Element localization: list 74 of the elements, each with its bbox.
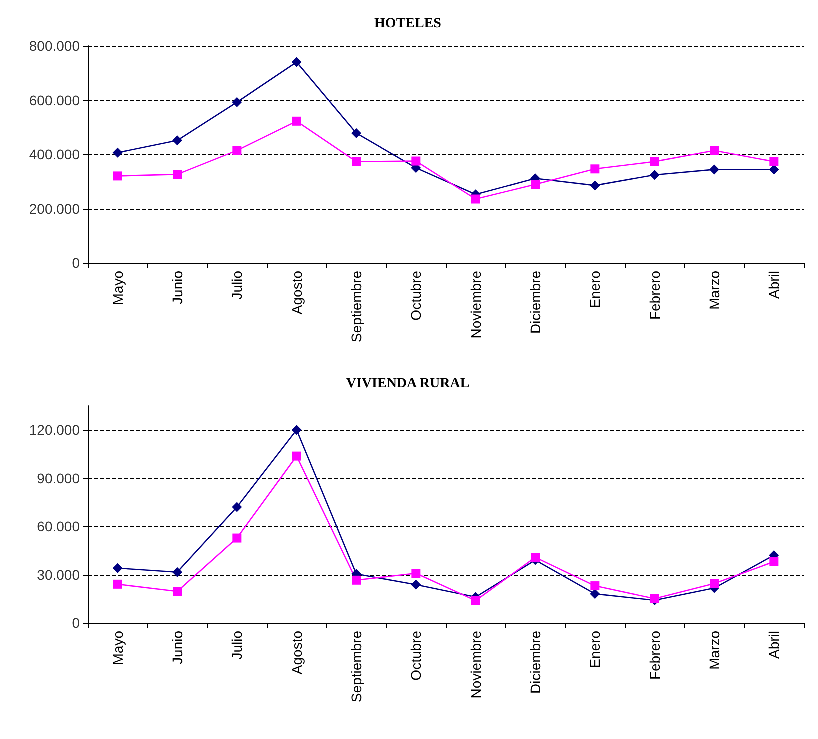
x-tick-label: Mayo	[110, 630, 126, 666]
x-tick-label: Noviembre	[468, 270, 484, 339]
point	[650, 157, 660, 166]
point	[173, 170, 182, 180]
point	[531, 553, 540, 562]
point	[531, 180, 540, 190]
point	[650, 170, 660, 180]
x-tick-label: Marzo	[706, 270, 722, 310]
point	[113, 172, 122, 181]
point	[232, 97, 242, 108]
point	[112, 148, 123, 158]
x-tick-label: Octubre	[408, 630, 424, 681]
point	[172, 567, 182, 578]
y-tick-label: 60.000	[37, 518, 80, 535]
point	[412, 568, 421, 578]
point	[590, 582, 600, 591]
point	[352, 576, 361, 585]
point	[352, 157, 361, 166]
y-tick-label: 800.000	[29, 38, 80, 54]
point	[769, 164, 780, 175]
x-tick-label: Noviembre	[468, 630, 484, 699]
y-tick-label: 400.000	[29, 146, 80, 162]
point	[173, 587, 182, 596]
point	[292, 116, 302, 126]
x-tick-label: Enero	[587, 270, 604, 308]
point	[710, 146, 719, 156]
point	[411, 580, 422, 590]
point	[172, 136, 182, 146]
point	[112, 563, 123, 574]
point	[113, 580, 122, 589]
x-tick-label: Enero	[587, 630, 604, 668]
x-tick-label: Julio	[229, 270, 246, 300]
chart-title: VIVIENDA RURAL	[346, 376, 470, 392]
point	[412, 156, 421, 166]
x-tick-label: Febrero	[646, 630, 663, 680]
point	[352, 128, 362, 138]
x-tick-label: Marzo	[706, 630, 722, 670]
x-tick-label: Septiembre	[348, 630, 364, 703]
point	[710, 164, 720, 175]
x-tick-label: Agosto	[288, 630, 305, 675]
x-tick-label: Septiembre	[348, 270, 364, 343]
x-tick-label: Mayo	[110, 270, 126, 306]
point	[292, 425, 302, 436]
x-tick-label: Octubre	[408, 270, 424, 321]
point	[232, 534, 242, 543]
point	[590, 164, 600, 174]
point	[770, 557, 779, 566]
x-tick-label: Agosto	[288, 270, 305, 315]
x-tick-label: Abril	[766, 271, 782, 300]
x-tick-label: Julio	[229, 630, 246, 660]
point	[590, 589, 600, 600]
point	[232, 502, 242, 512]
point	[232, 146, 242, 156]
y-tick-label: 90.000	[37, 470, 80, 486]
x-tick-label: Diciembre	[528, 270, 544, 334]
x-tick-label: Diciembre	[528, 630, 544, 694]
chart-title: HOTELES	[374, 16, 442, 32]
point	[292, 452, 302, 461]
y-tick-label: 30.000	[37, 566, 80, 583]
y-tick-label: 0	[72, 615, 80, 631]
x-tick-label: Junio	[170, 630, 186, 664]
y-tick-label: 120.000	[29, 422, 80, 438]
point	[292, 57, 302, 68]
point	[471, 596, 480, 606]
point	[471, 194, 480, 204]
x-tick-label: Abril	[766, 631, 782, 660]
x-tick-label: Febrero	[646, 270, 663, 320]
point	[590, 180, 600, 191]
point	[770, 157, 779, 166]
x-tick-label: Junio	[170, 270, 186, 304]
y-tick-label: 0	[72, 255, 80, 271]
y-tick-label: 200.000	[29, 200, 80, 217]
point	[710, 579, 719, 588]
y-tick-label: 600.000	[29, 92, 80, 108]
